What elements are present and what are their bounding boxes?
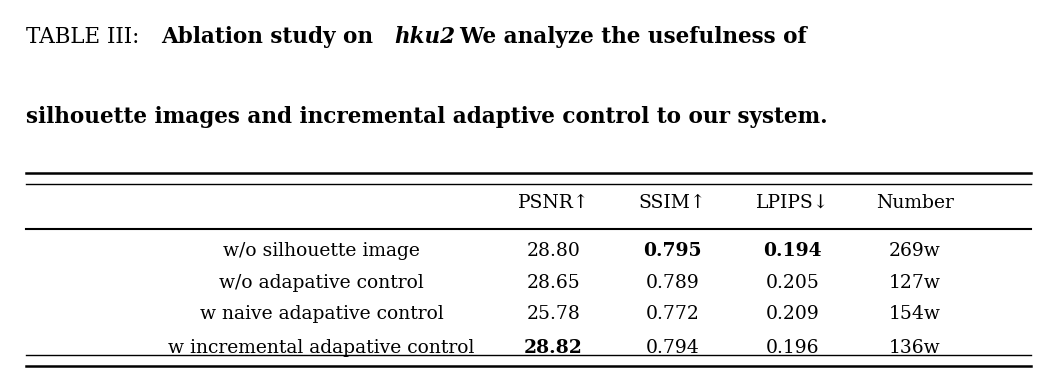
Text: 0.795: 0.795 (643, 242, 702, 260)
Text: w/o adapative control: w/o adapative control (219, 274, 424, 292)
Text: 0.789: 0.789 (646, 274, 699, 292)
Text: hku2: hku2 (394, 26, 455, 48)
Text: 28.80: 28.80 (526, 242, 581, 260)
Text: . We analyze the usefulness of: . We analyze the usefulness of (446, 26, 807, 48)
Text: w incremental adapative control: w incremental adapative control (169, 339, 474, 357)
Text: 0.772: 0.772 (645, 305, 700, 323)
Text: LPIPS↓: LPIPS↓ (756, 194, 829, 212)
Text: 28.82: 28.82 (524, 339, 583, 357)
Text: Number: Number (876, 194, 954, 212)
Text: 154w: 154w (889, 305, 941, 323)
Text: PSNR↑: PSNR↑ (518, 194, 589, 212)
Text: 269w: 269w (889, 242, 941, 260)
Text: 127w: 127w (889, 274, 941, 292)
Text: w/o silhouette image: w/o silhouette image (223, 242, 419, 260)
Text: TABLE III:: TABLE III: (26, 26, 147, 48)
Text: 0.205: 0.205 (765, 274, 820, 292)
Text: 28.65: 28.65 (527, 274, 580, 292)
Text: SSIM↑: SSIM↑ (639, 194, 706, 212)
Text: 136w: 136w (890, 339, 940, 357)
Text: Ablation study on: Ablation study on (161, 26, 380, 48)
Text: 0.209: 0.209 (766, 305, 819, 323)
Text: 25.78: 25.78 (526, 305, 581, 323)
Text: w naive adapative control: w naive adapative control (199, 305, 444, 323)
Text: silhouette images and incremental adaptive control to our system.: silhouette images and incremental adapti… (26, 106, 828, 128)
Text: 0.196: 0.196 (766, 339, 819, 357)
Text: 0.794: 0.794 (646, 339, 699, 357)
Text: 0.194: 0.194 (763, 242, 822, 260)
